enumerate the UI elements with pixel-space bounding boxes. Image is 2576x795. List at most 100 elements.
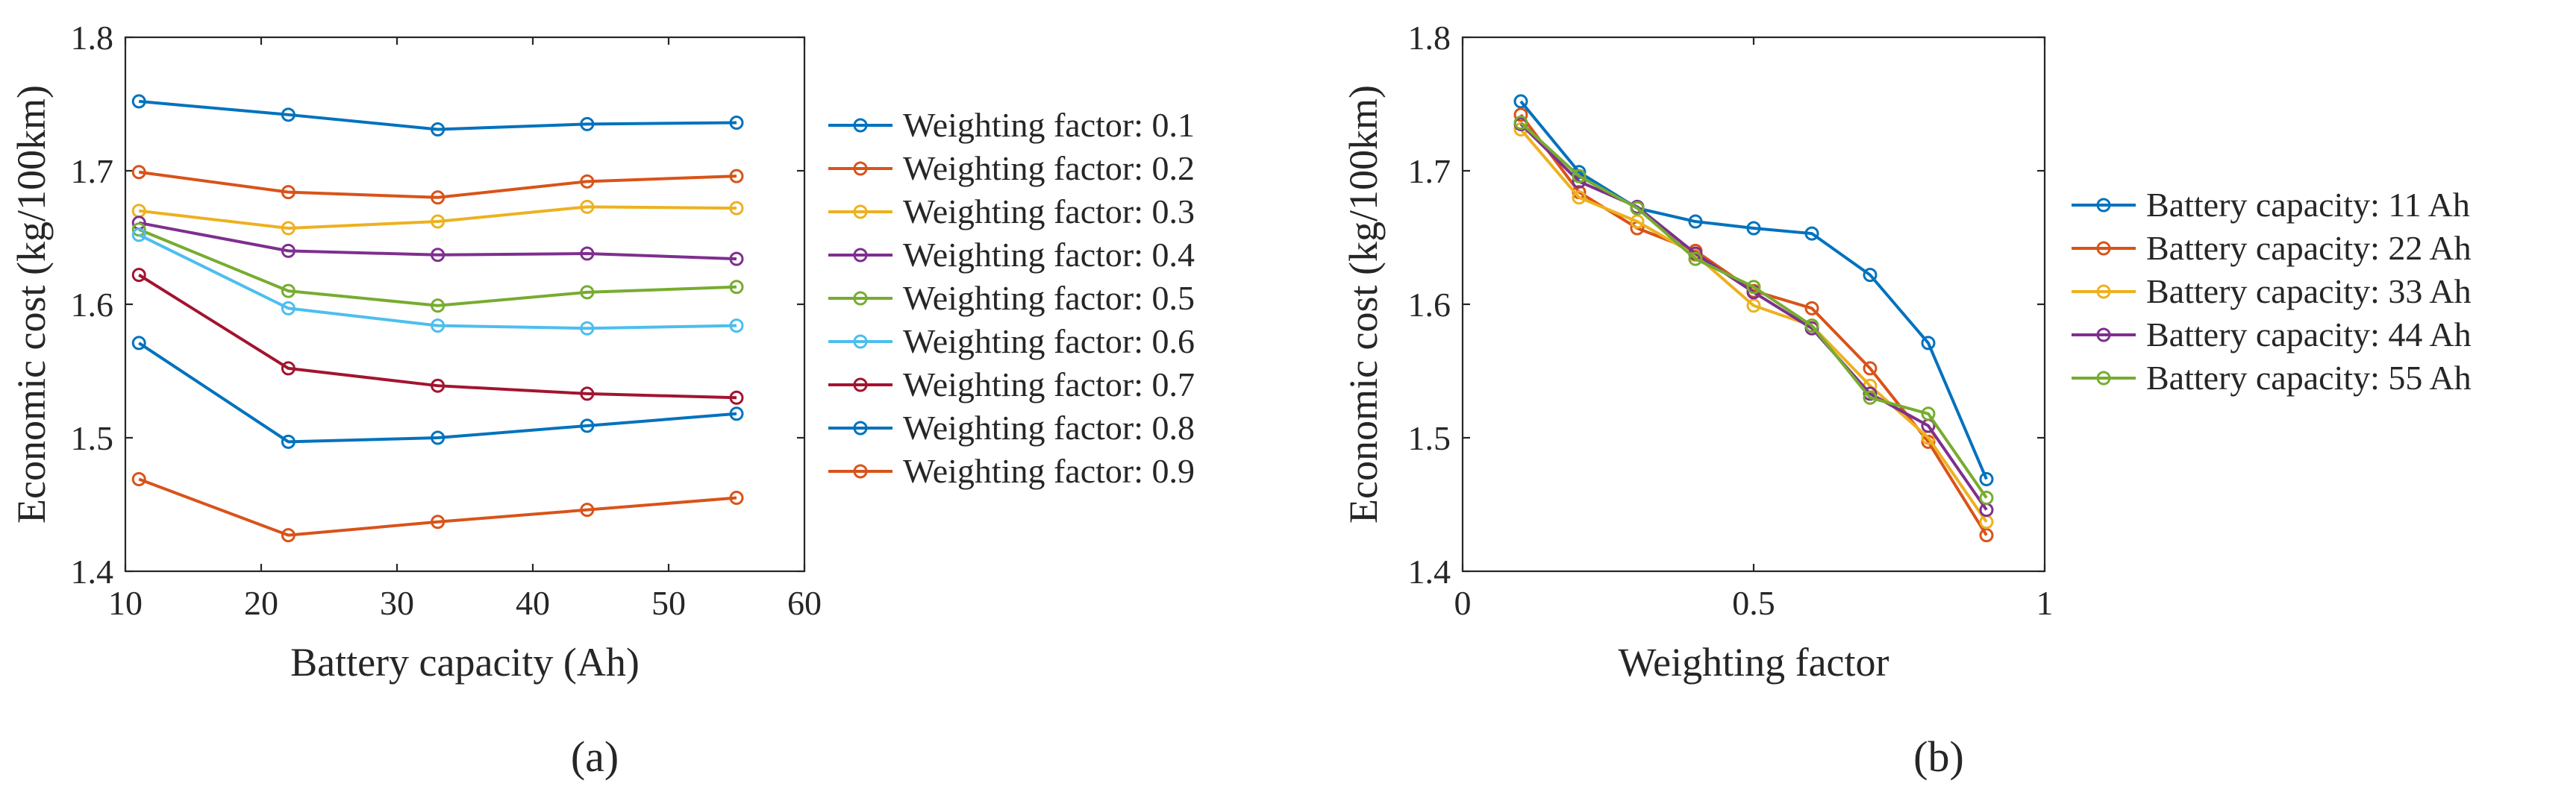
x-tick-label: 50 <box>651 584 686 622</box>
data-point <box>131 227 146 242</box>
x-axis-title: Weighting factor <box>1618 640 1889 685</box>
x-tick-label: 60 <box>787 584 822 622</box>
y-axis-title: Economic cost (kg/100km) <box>1341 85 1386 524</box>
data-point <box>281 107 296 122</box>
data-point <box>1979 471 1994 486</box>
y-axis-title: Economic cost (kg/100km) <box>9 85 54 524</box>
data-point <box>1863 268 1878 283</box>
legend-swatch-marker <box>2096 371 2111 386</box>
series-line-7 <box>138 273 737 400</box>
legend-entry: Weighting factor: 0.2 <box>903 149 1195 187</box>
data-point <box>431 122 446 137</box>
data-point <box>431 378 446 393</box>
data-point <box>729 201 744 216</box>
series-line-4 <box>138 221 737 261</box>
data-point <box>1630 214 1645 229</box>
legend-entry: Battery capacity: 22 Ah <box>2146 229 2472 267</box>
legend-entry: Weighting factor: 0.8 <box>903 409 1195 447</box>
data-point <box>281 283 296 298</box>
y-tick-label: 1.5 <box>1408 419 1451 457</box>
data-point <box>580 116 595 131</box>
legend-swatch-marker <box>853 204 868 219</box>
data-point <box>580 246 595 261</box>
data-point <box>1804 226 1819 241</box>
series-line-1 <box>1519 100 1988 480</box>
data-point <box>281 528 296 543</box>
legend-swatch-marker <box>853 334 868 349</box>
y-tick-label: 1.6 <box>71 286 114 324</box>
y-tick-label: 1.6 <box>1408 286 1451 324</box>
data-point <box>131 471 146 486</box>
y-tick-label: 1.8 <box>71 19 114 57</box>
data-point <box>1746 298 1761 313</box>
legend-swatch-marker <box>2096 284 2111 299</box>
data-point <box>580 418 595 433</box>
panel-label: (b) <box>1913 732 1964 781</box>
legend-entry: Battery capacity: 44 Ah <box>2146 315 2472 353</box>
data-point <box>1688 214 1703 229</box>
data-point <box>431 515 446 530</box>
legend-swatch-marker <box>853 248 868 263</box>
data-point <box>580 386 595 401</box>
legend-swatch-marker <box>2096 327 2111 342</box>
legend-entry: Weighting factor: 0.1 <box>903 106 1195 144</box>
data-point <box>1513 94 1528 109</box>
data-point <box>431 298 446 313</box>
legend-swatch-marker <box>853 161 868 176</box>
data-point <box>1979 491 1994 506</box>
panel-b-chart: 0 0.5 1 1.4 1.5 1.6 1.7 1.8 Weighting factor Econ… <box>1341 19 2472 781</box>
data-point <box>729 251 744 266</box>
panel-a-chart: 10 20 30 40 50 60 1.4 1.5 1.6 1.7 1.8 Battery capac… <box>9 19 1195 781</box>
y-tick-label: 1.7 <box>1408 152 1451 190</box>
data-point <box>281 185 296 200</box>
data-point <box>729 390 744 405</box>
x-tick-label: 1 <box>2036 584 2054 622</box>
legend-swatch-marker <box>853 377 868 392</box>
data-point <box>431 318 446 333</box>
x-tick-label: 10 <box>108 584 143 622</box>
data-point <box>1513 107 1528 122</box>
data-point <box>281 434 296 449</box>
legend-swatch-marker <box>2096 241 2111 256</box>
data-point <box>1863 390 1878 405</box>
data-point <box>729 491 744 506</box>
x-axis-title: Battery capacity (Ah) <box>290 640 640 685</box>
data-point <box>1513 116 1528 131</box>
y-tick-label: 1.4 <box>1408 553 1451 591</box>
data-point <box>580 199 595 214</box>
series-line-6 <box>138 233 737 330</box>
panel-label: (a) <box>571 732 619 781</box>
data-point <box>131 336 146 351</box>
data-point <box>1746 221 1761 236</box>
data-point <box>1863 386 1878 401</box>
data-point <box>729 116 744 131</box>
data-point <box>281 243 296 258</box>
data-point <box>1804 301 1819 315</box>
data-point <box>131 165 146 180</box>
legend-swatch-marker <box>853 464 868 479</box>
legend-entry: Weighting factor: 0.4 <box>903 236 1195 274</box>
data-point <box>1572 169 1586 183</box>
series-line-3 <box>1519 128 1988 523</box>
series-line-3 <box>138 205 737 230</box>
legend-entry: Weighting factor: 0.3 <box>903 192 1195 230</box>
legend-entry: Weighting factor: 0.7 <box>903 365 1195 403</box>
data-point <box>131 268 146 283</box>
series-line-5 <box>1519 122 1988 499</box>
y-tick-label: 1.5 <box>71 419 114 457</box>
legend-entry: Battery capacity: 11 Ah <box>2146 186 2470 224</box>
data-point <box>1688 251 1703 266</box>
series-line-5 <box>138 227 737 307</box>
series-line-8 <box>138 342 737 444</box>
legend-swatch-marker <box>853 118 868 133</box>
legend-entry: Weighting factor: 0.6 <box>903 322 1195 360</box>
legend-entry: Battery capacity: 33 Ah <box>2146 272 2472 310</box>
legend-swatch-marker <box>853 291 868 306</box>
data-point <box>281 221 296 236</box>
legend-swatch-marker <box>2096 198 2111 213</box>
x-tick-label: 30 <box>380 584 414 622</box>
legend-swatch-marker <box>853 421 868 436</box>
data-point <box>729 169 744 183</box>
data-point <box>431 214 446 229</box>
